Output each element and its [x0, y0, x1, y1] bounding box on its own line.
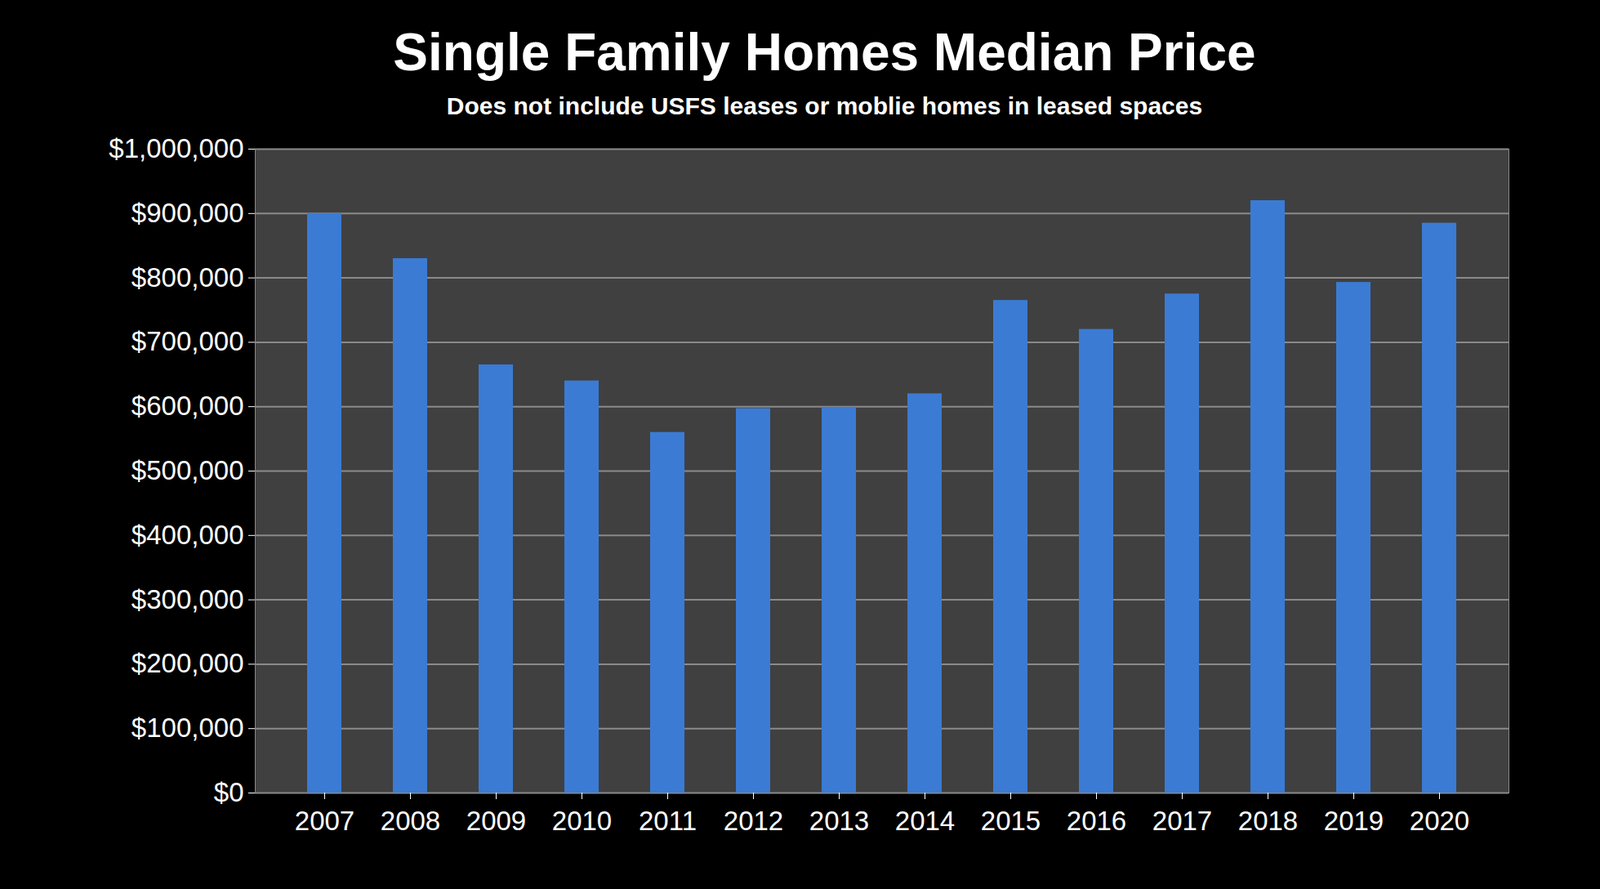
- svg-text:2014: 2014: [895, 805, 955, 836]
- svg-text:2017: 2017: [1152, 805, 1213, 836]
- svg-text:2013: 2013: [809, 805, 870, 836]
- svg-text:2008: 2008: [380, 805, 441, 836]
- html-text:Single Family Homes Median Pri: Single Family Homes Median Price: [393, 22, 1256, 82]
- svg-text:$200,000: $200,000: [131, 647, 245, 678]
- svg-text:$1,000,000: $1,000,000: [108, 133, 244, 164]
- svg-text:2019: 2019: [1323, 805, 1384, 836]
- svg-text:2016: 2016: [1066, 805, 1127, 836]
- svg-text:$300,000: $300,000: [131, 583, 245, 615]
- svg-text:2015: 2015: [980, 805, 1041, 836]
- svg-text:$0: $0: [213, 776, 245, 807]
- svg-text:$100,000: $100,000: [131, 712, 245, 743]
- svg-text:$600,000: $600,000: [131, 390, 245, 421]
- svg-text:$400,000: $400,000: [131, 519, 245, 550]
- svg-text:2020: 2020: [1409, 805, 1470, 836]
- svg-text:2011: 2011: [638, 805, 697, 836]
- svg-text:2010: 2010: [552, 805, 612, 836]
- html-text:Does not include USFS leases o: Does not include USFS leases or moblie h…: [446, 92, 1203, 120]
- svg-text:2018: 2018: [1238, 805, 1298, 836]
- svg-text:2009: 2009: [466, 805, 526, 836]
- svg-text:$700,000: $700,000: [131, 325, 245, 357]
- svg-text:$500,000: $500,000: [131, 454, 245, 486]
- svg-text:2007: 2007: [294, 805, 355, 836]
- svg-text:$800,000: $800,000: [131, 262, 245, 293]
- svg-text:$900,000: $900,000: [131, 197, 245, 228]
- svg-text:2012: 2012: [723, 805, 784, 836]
